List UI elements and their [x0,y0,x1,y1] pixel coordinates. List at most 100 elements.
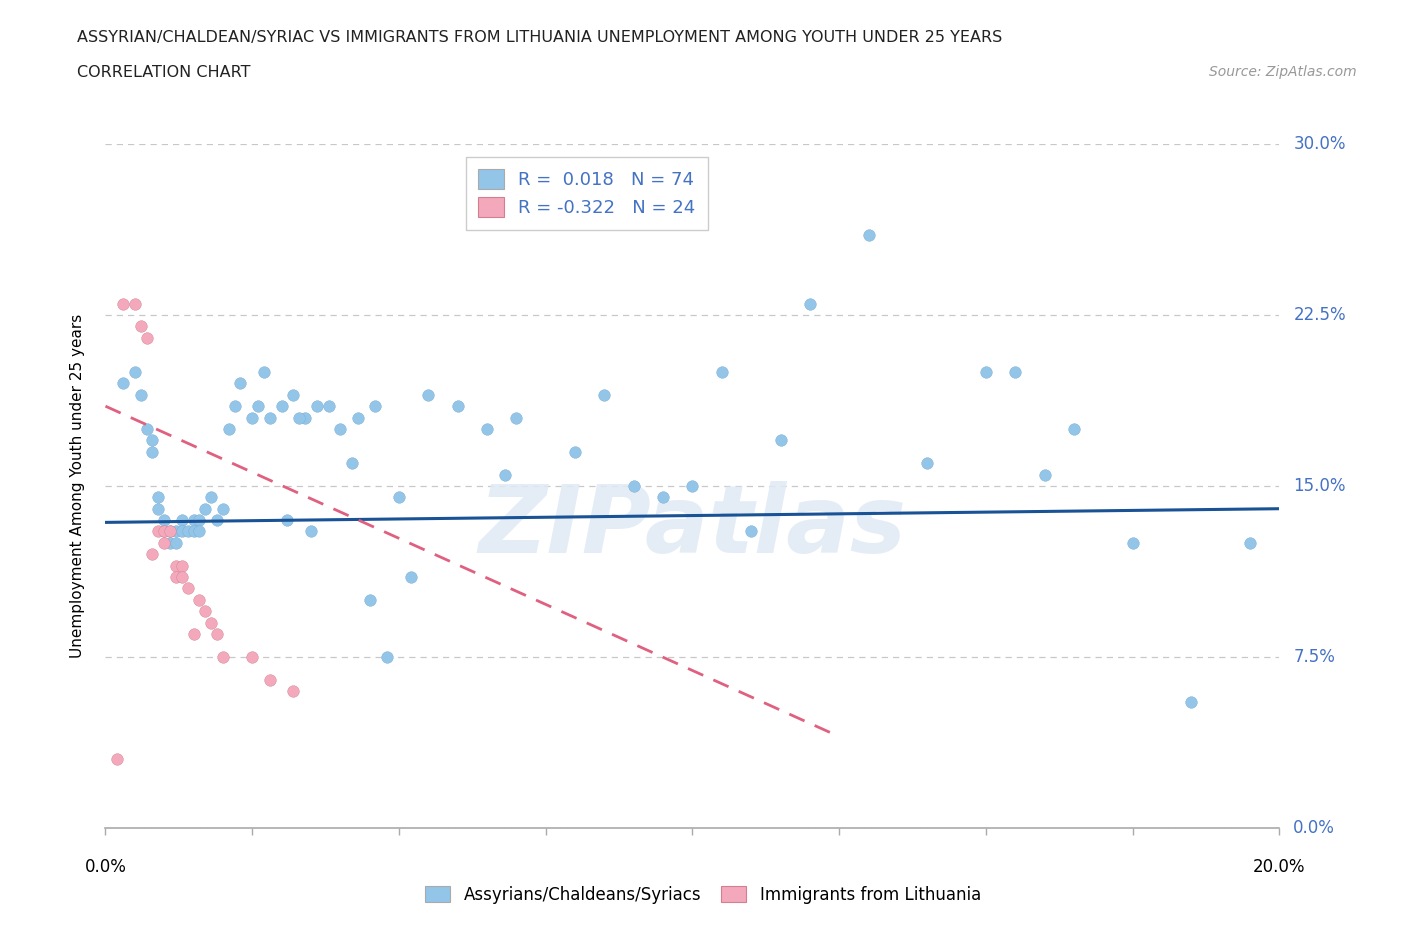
Point [194,501,217,516]
Point [148,525,170,539]
Point [153,525,176,539]
Point [211,649,233,664]
Point [505,410,527,425]
Point [148,501,170,516]
Point [188,512,211,527]
Text: 0.0%: 0.0% [84,858,127,876]
Legend: Assyrians/Chaldeans/Syriacs, Immigrants from Lithuania: Assyrians/Chaldeans/Syriacs, Immigrants … [419,879,987,910]
Point [974,365,997,379]
Point [135,330,157,345]
Point [183,627,205,642]
Point [270,399,292,414]
Point [388,490,411,505]
Point [170,558,193,573]
Point [858,228,880,243]
Point [159,525,181,539]
Point [165,525,187,539]
Point [1063,421,1085,436]
Point [229,376,252,391]
Point [1239,536,1261,551]
Point [165,558,187,573]
Point [211,501,233,516]
Point [165,536,187,551]
Text: 7.5%: 7.5% [1294,648,1336,666]
Point [1033,467,1056,482]
Point [148,490,170,505]
Point [418,388,440,403]
Text: ZIPatlas: ZIPatlas [478,481,907,573]
Point [188,592,211,607]
Point [183,512,205,527]
Text: 22.5%: 22.5% [1294,306,1346,324]
Legend: R =  0.018   N = 74, R = -0.322   N = 24: R = 0.018 N = 74, R = -0.322 N = 24 [465,156,707,230]
Text: ASSYRIAN/CHALDEAN/SYRIAC VS IMMIGRANTS FROM LITHUANIA UNEMPLOYMENT AMONG YOUTH U: ASSYRIAN/CHALDEAN/SYRIAC VS IMMIGRANTS F… [77,30,1002,45]
Point [183,525,205,539]
Point [247,399,270,414]
Point [364,399,387,414]
Point [170,512,193,527]
Point [141,433,163,448]
Text: 0.0%: 0.0% [1294,818,1336,837]
Text: Source: ZipAtlas.com: Source: ZipAtlas.com [1209,65,1357,79]
Point [623,479,645,494]
Point [129,319,152,334]
Point [399,569,422,585]
Point [205,627,228,642]
Point [165,569,187,585]
Point [135,421,157,436]
Point [159,536,181,551]
Point [276,512,298,527]
Point [224,399,246,414]
Point [176,581,198,596]
Point [347,410,370,425]
Point [141,445,163,459]
Point [1004,365,1026,379]
Point [194,604,217,618]
Point [340,456,363,471]
Point [446,399,468,414]
Point [112,297,135,312]
Point [259,672,281,687]
Point [259,410,281,425]
Point [799,297,821,312]
Point [494,467,516,482]
Point [593,388,616,403]
Point [329,421,352,436]
Point [769,433,792,448]
Text: CORRELATION CHART: CORRELATION CHART [77,65,250,80]
Point [205,512,228,527]
Point [305,399,328,414]
Point [375,649,398,664]
Point [153,525,176,539]
Point [112,376,135,391]
Point [129,388,152,403]
Point [170,525,193,539]
Point [294,410,316,425]
Text: 15.0%: 15.0% [1294,477,1346,495]
Point [124,365,146,379]
Point [124,297,146,312]
Point [200,490,222,505]
Point [1180,695,1202,710]
Point [917,456,939,471]
Y-axis label: Unemployment Among Youth under 25 years: Unemployment Among Youth under 25 years [70,313,84,658]
Point [564,445,586,459]
Point [359,592,381,607]
Point [253,365,276,379]
Point [240,649,263,664]
Point [1122,536,1144,551]
Point [200,616,222,631]
Point [188,525,211,539]
Point [283,388,305,403]
Point [170,569,193,585]
Point [710,365,733,379]
Point [153,512,176,527]
Point [740,525,762,539]
Point [475,421,498,436]
Point [318,399,340,414]
Text: 20.0%: 20.0% [1253,858,1306,876]
Point [153,536,176,551]
Point [218,421,240,436]
Point [105,751,128,766]
Point [240,410,263,425]
